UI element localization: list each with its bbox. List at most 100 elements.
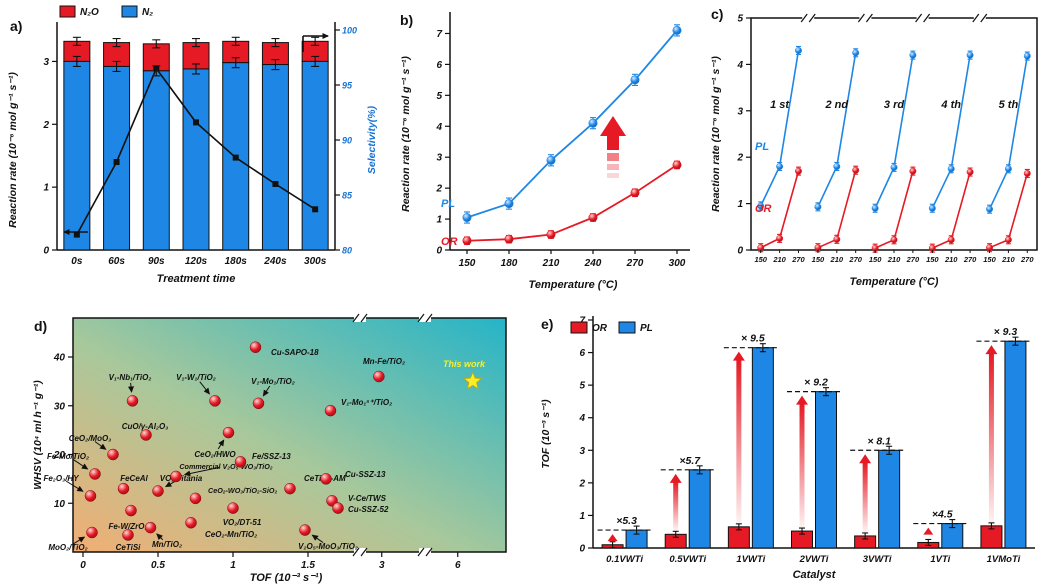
gain-arrow-shaft	[988, 353, 994, 522]
y-tick-label: 0	[436, 246, 442, 257]
point-label: Commercial V₂O₅-WO₃/TiO₂	[179, 462, 273, 471]
point-label: CeO₂-WO₃/TiO₂-SiO₂	[208, 486, 277, 495]
line-shape	[360, 313, 368, 323]
scatter-point	[86, 526, 98, 539]
y-tick-label: 0	[737, 246, 743, 257]
panel-label-b: b)	[400, 12, 414, 28]
gain-arrow-shaft	[736, 359, 742, 523]
y-tick-label: 4	[578, 413, 585, 424]
data-point-PL	[672, 25, 682, 35]
y-tick-label: 1	[43, 183, 49, 194]
x-tick-label: 1.5	[301, 560, 315, 571]
scatter-point	[89, 468, 101, 480]
point-label: Mn/TiO₂	[152, 540, 182, 549]
gain-arrow-shaft	[799, 403, 805, 528]
point-label: MoO₂/TiO₂	[48, 543, 87, 552]
panel-d: d) 10 20 30 40 0 0.5 1 1.5 3 6 Cu-SAPO-18 Mn-Fe/TiO…	[28, 310, 533, 586]
legend-label-n2: N₂	[142, 7, 153, 18]
y-tick-label: 3	[579, 446, 585, 457]
point-label: CuO/γ-Al₂O₃	[122, 422, 169, 431]
scatter-point	[152, 485, 164, 497]
point-label: CeO₂/MoO₃	[69, 434, 112, 443]
y-tick-label: 4	[736, 60, 743, 71]
leader-arrow	[94, 441, 107, 450]
scatter-point	[117, 482, 130, 495]
y-tick-label: 7	[579, 316, 585, 327]
line-shape	[915, 13, 923, 23]
panel-c-chart: 0 1 2 3 4 5 150 210 270 1 st 150 210 270 2 nd 150 210 27…	[710, 13, 1038, 288]
x-tick-label: 210	[1001, 255, 1015, 264]
y-axis-label-right: Selectivity(%)	[366, 105, 378, 174]
cycle-point-red	[757, 244, 765, 252]
cycle-line-blue	[874, 54, 914, 209]
chart-a: 0 1 2 3 80 85 90 95 100 0s 60s 90s 120s 180s 240s 300s N…	[7, 5, 378, 285]
scatter-point	[234, 456, 247, 468]
selectivity-marker	[73, 231, 80, 238]
y-axis-label-left: Reaction rate (10⁻⁶ mol g⁻¹ s⁻¹)	[7, 72, 19, 228]
axis-break	[354, 548, 366, 556]
panel-b: b) 0 1 2 3 4 5 6 7 150 180 210 240 270 300 PL OR Reactio…	[395, 0, 707, 300]
x-tick-label: 210	[944, 255, 958, 264]
cycle-line-blue	[760, 50, 800, 207]
point-label: CeO₂/HWO	[194, 450, 236, 459]
y-tick-label-right: 90	[342, 136, 352, 146]
series-line-OR	[466, 164, 678, 242]
y-tick-label: 1	[436, 215, 442, 226]
cycle-label: 3 rd	[884, 99, 904, 111]
multiplier-label: × 9.3	[994, 326, 1018, 338]
x-tick-label: 270	[906, 255, 920, 264]
line-shape	[352, 313, 360, 323]
point-label: Fe₂O₃/HY	[43, 474, 79, 483]
increase-arrow	[600, 116, 626, 178]
x-tick-label: 1VTi	[930, 554, 950, 565]
legend-swatch-or	[570, 321, 588, 334]
gain-arrow-shaft	[673, 481, 679, 531]
gain-arrow-shaft	[862, 462, 868, 532]
cycle-line-blue	[817, 52, 857, 208]
scatter-point	[284, 482, 296, 495]
multiplier-label: ×4.5	[932, 509, 953, 521]
cycle-point-red	[852, 166, 860, 174]
y-tick-label: 5	[579, 381, 585, 392]
gain-arrow-head	[669, 473, 682, 483]
line-shape	[360, 547, 368, 557]
x-tick-label: 1	[230, 560, 236, 571]
cycle-point-blue	[909, 51, 917, 59]
scatter-point	[299, 524, 311, 536]
cycle-point-red	[1023, 169, 1031, 177]
axis-break	[973, 14, 986, 22]
cycle-point-blue	[1004, 165, 1012, 173]
y-tick-label: 0	[43, 246, 49, 257]
cycle-point-red	[814, 244, 822, 252]
point-label: Mn-Fe/TiO₂	[363, 357, 405, 366]
y-tick-label: 3	[737, 106, 743, 117]
y-tick-label: 0	[579, 544, 585, 555]
y-tick-label: 3	[43, 57, 49, 68]
data-point-PL	[630, 75, 640, 85]
x-tick-label: 150	[869, 255, 882, 264]
scatter-point	[249, 341, 262, 353]
point-label: V-Ce/TWS	[348, 494, 387, 503]
point-label: Cu-SSZ-52	[348, 505, 389, 514]
y-tick-label-right: 85	[342, 191, 353, 201]
scatter-point	[320, 473, 332, 485]
y-tick-label: 2	[435, 184, 442, 195]
y-tick-label-right: 100	[342, 26, 357, 36]
panel-label-d: d)	[34, 318, 48, 334]
scatter-point	[140, 429, 152, 441]
bar-pl	[751, 347, 774, 549]
legend-label-or: OR	[592, 323, 608, 334]
panel-c: c) 0 1 2 3 4 5 150 210 270 1 st 150 210 270 2 nd 150 21…	[707, 0, 1043, 300]
multiplier-label: ×5.7	[679, 455, 701, 467]
leader-arrow	[164, 480, 177, 488]
leader-arrow	[65, 480, 84, 492]
series-label-OR: OR	[441, 236, 458, 248]
legend-swatch-pl	[618, 321, 636, 334]
y-tick-label: 6	[579, 348, 585, 359]
x-tick-label: 150	[926, 255, 939, 264]
axis-break	[859, 14, 872, 22]
scatter-point	[122, 529, 134, 541]
scatter-point	[209, 395, 221, 407]
rect-shape	[607, 134, 619, 150]
